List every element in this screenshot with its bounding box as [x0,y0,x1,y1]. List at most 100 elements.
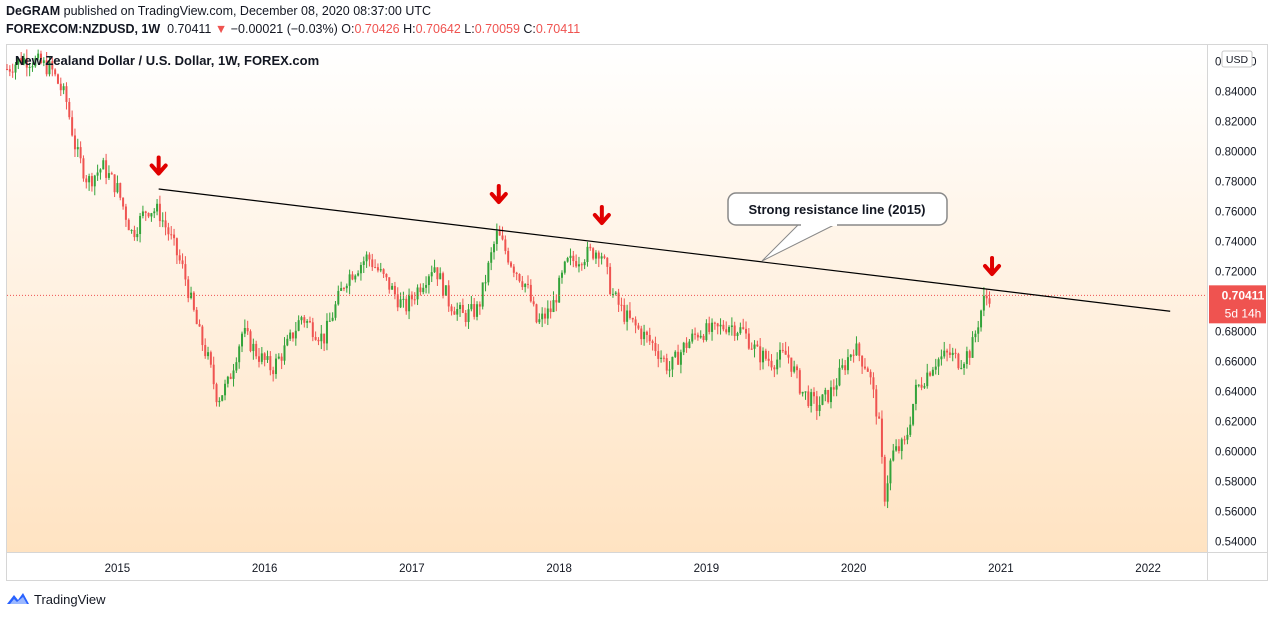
candle-body [606,257,609,267]
candle-body [609,266,612,294]
high-value: 0.70642 [415,22,461,36]
candle-body [784,350,787,355]
candle-body [45,60,48,75]
candle-body [829,387,832,403]
candle-body [923,386,926,388]
currency-badge[interactable]: USD [1221,50,1253,68]
candle-body [643,331,646,340]
symbol-name[interactable]: FOREXCOM:NZDUSD, 1W [6,22,161,36]
candle-body [897,446,900,452]
candle-body [538,319,541,323]
candle-body [212,364,215,385]
candle-body [464,312,467,323]
candle-body [985,295,988,299]
candle-body [37,53,40,59]
candle-body [28,66,31,68]
candle-body [11,71,14,73]
candle-body [314,337,317,340]
candles-layer [6,49,991,509]
candle-body [192,292,195,310]
candle-body [425,285,428,288]
candle-body [617,292,620,305]
candle-body [818,404,821,411]
candle-body [546,308,549,319]
candle-body [846,357,849,371]
candle-body [866,368,869,372]
candle-body [351,274,354,280]
candle-body [71,117,74,136]
x-tick-label: 2017 [399,563,425,575]
candle-body [221,395,224,401]
y-tick-label: 0.84000 [1215,87,1257,99]
candle-body [442,273,445,296]
tradingview-footer[interactable]: TradingView [6,591,106,607]
candle-body [628,310,631,318]
candle-body [965,351,968,365]
candle-body [413,299,416,301]
candle-body [827,389,830,403]
candle-body [6,69,8,70]
last-price-tag: 0.70411 5d 14h [1209,285,1266,324]
candle-body [323,333,326,344]
candle-body [258,356,261,362]
candle-body [124,206,127,220]
candle-body [195,309,198,325]
price-axis: 0.860000.840000.820000.800000.780000.760… [1215,57,1257,549]
candle-body [235,362,238,371]
candle-body [694,333,697,335]
candle-body [937,359,940,367]
chart-title: New Zealand Dollar / U.S. Dollar, 1W, FO… [15,53,319,68]
candle-body [705,323,708,341]
candle-body [280,356,283,361]
candle-body [971,337,974,358]
candle-body [260,353,263,362]
candle-body [122,197,125,207]
candle-body [753,344,756,349]
candle-body [759,346,762,363]
arrows-layer [149,155,1002,276]
footer-brand: TradingView [34,591,106,607]
author-name[interactable]: DeGRAM [6,4,61,18]
candle-body [863,366,866,369]
candle-body [951,352,954,355]
candle-body [348,274,351,286]
candle-body [266,356,269,360]
candle-body [388,277,391,290]
candle-body [645,331,648,335]
candle-body [948,352,951,355]
candle-body [504,239,507,251]
candle-body [337,290,340,305]
candle-body [93,175,96,187]
candle-body [365,254,368,262]
open-value: 0.70426 [354,22,400,36]
candle-body [535,304,538,323]
candle-body [243,327,246,334]
candle-body [728,326,731,333]
candle-body [549,308,552,313]
candle-body [637,325,640,329]
candle-body [869,371,872,378]
candle-body [790,357,793,372]
candle-body [175,238,178,256]
candle-body [8,69,11,72]
low-label: L: [464,22,475,36]
candle-body [283,345,286,361]
candle-body [224,383,227,396]
candle-body [215,384,218,403]
candle-body [201,326,204,346]
candle-body [107,173,110,178]
candle-body [555,300,558,303]
candle-body [164,220,167,228]
candle-body [393,285,396,295]
candle-body [892,450,895,461]
candle-body [821,394,824,405]
candle-body [679,352,682,365]
candle-body [747,333,750,349]
candle-body [153,211,156,214]
candle-body [90,176,93,187]
candle-body [725,329,728,333]
candle-body [807,391,810,406]
candle-body [119,183,122,198]
candle-body [931,369,934,376]
